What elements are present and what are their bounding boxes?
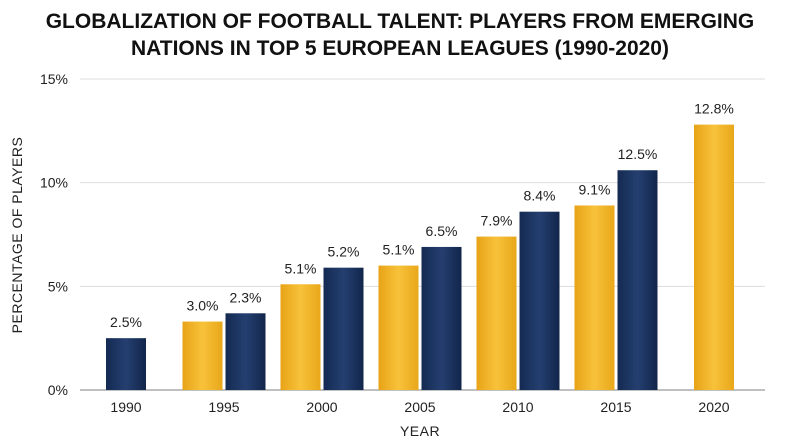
data-label: 5.1% xyxy=(383,242,415,258)
data-labels: 2.5% 3.0% 2.3% 5.1% 5.2% 5.1% 6.5% 7.9% 8.4% 9.1%… xyxy=(110,101,734,331)
bar-gold xyxy=(378,265,419,390)
data-label: 7.9% xyxy=(481,213,513,229)
x-tick-label: 1990 xyxy=(110,399,141,415)
y-tick-label: 0% xyxy=(48,382,68,398)
bar-navy xyxy=(421,246,462,390)
bar-gold xyxy=(476,236,517,390)
chart-title: GLOBALIZATION OF FOOTBALL TALENT: PLAYER… xyxy=(45,10,755,60)
x-tick-label: 2000 xyxy=(306,399,337,415)
data-label: 5.2% xyxy=(328,244,360,260)
y-tick-label: 5% xyxy=(48,278,68,294)
data-label: 2.5% xyxy=(110,314,142,330)
data-label: 2.3% xyxy=(230,289,262,305)
bars xyxy=(106,124,734,390)
x-tick-label: 2010 xyxy=(502,399,533,415)
data-label: 12.5% xyxy=(618,146,658,162)
y-axis-title: PERCENTAGE OF PLAYERS xyxy=(9,137,25,334)
bar-gold xyxy=(694,124,734,390)
data-label: 3.0% xyxy=(187,298,219,314)
bar-navy xyxy=(225,313,266,390)
bar-navy xyxy=(617,170,658,390)
y-tick-label: 10% xyxy=(40,175,68,191)
x-tick-label: 2015 xyxy=(600,399,631,415)
x-tick-label: 1995 xyxy=(208,399,239,415)
data-label: 9.1% xyxy=(579,181,611,197)
axes: YEAR PERCENTAGE OF PLAYERS 0% 5% 10% 15% 199… xyxy=(9,71,730,439)
data-label: 8.4% xyxy=(524,188,556,204)
x-tick-label: 2020 xyxy=(698,399,729,415)
data-label: 5.1% xyxy=(285,260,317,276)
x-axis-title: YEAR xyxy=(400,423,440,439)
bar-gold xyxy=(182,321,223,390)
data-label: 6.5% xyxy=(426,223,458,239)
bar-navy xyxy=(106,338,146,390)
y-tick-label: 15% xyxy=(40,71,68,87)
bar-navy xyxy=(323,267,364,390)
bar-gold xyxy=(574,205,615,390)
x-tick-label: 2005 xyxy=(404,399,435,415)
data-label: 12.8% xyxy=(694,101,734,117)
bar-gold xyxy=(280,284,321,390)
bar-navy xyxy=(519,211,560,390)
